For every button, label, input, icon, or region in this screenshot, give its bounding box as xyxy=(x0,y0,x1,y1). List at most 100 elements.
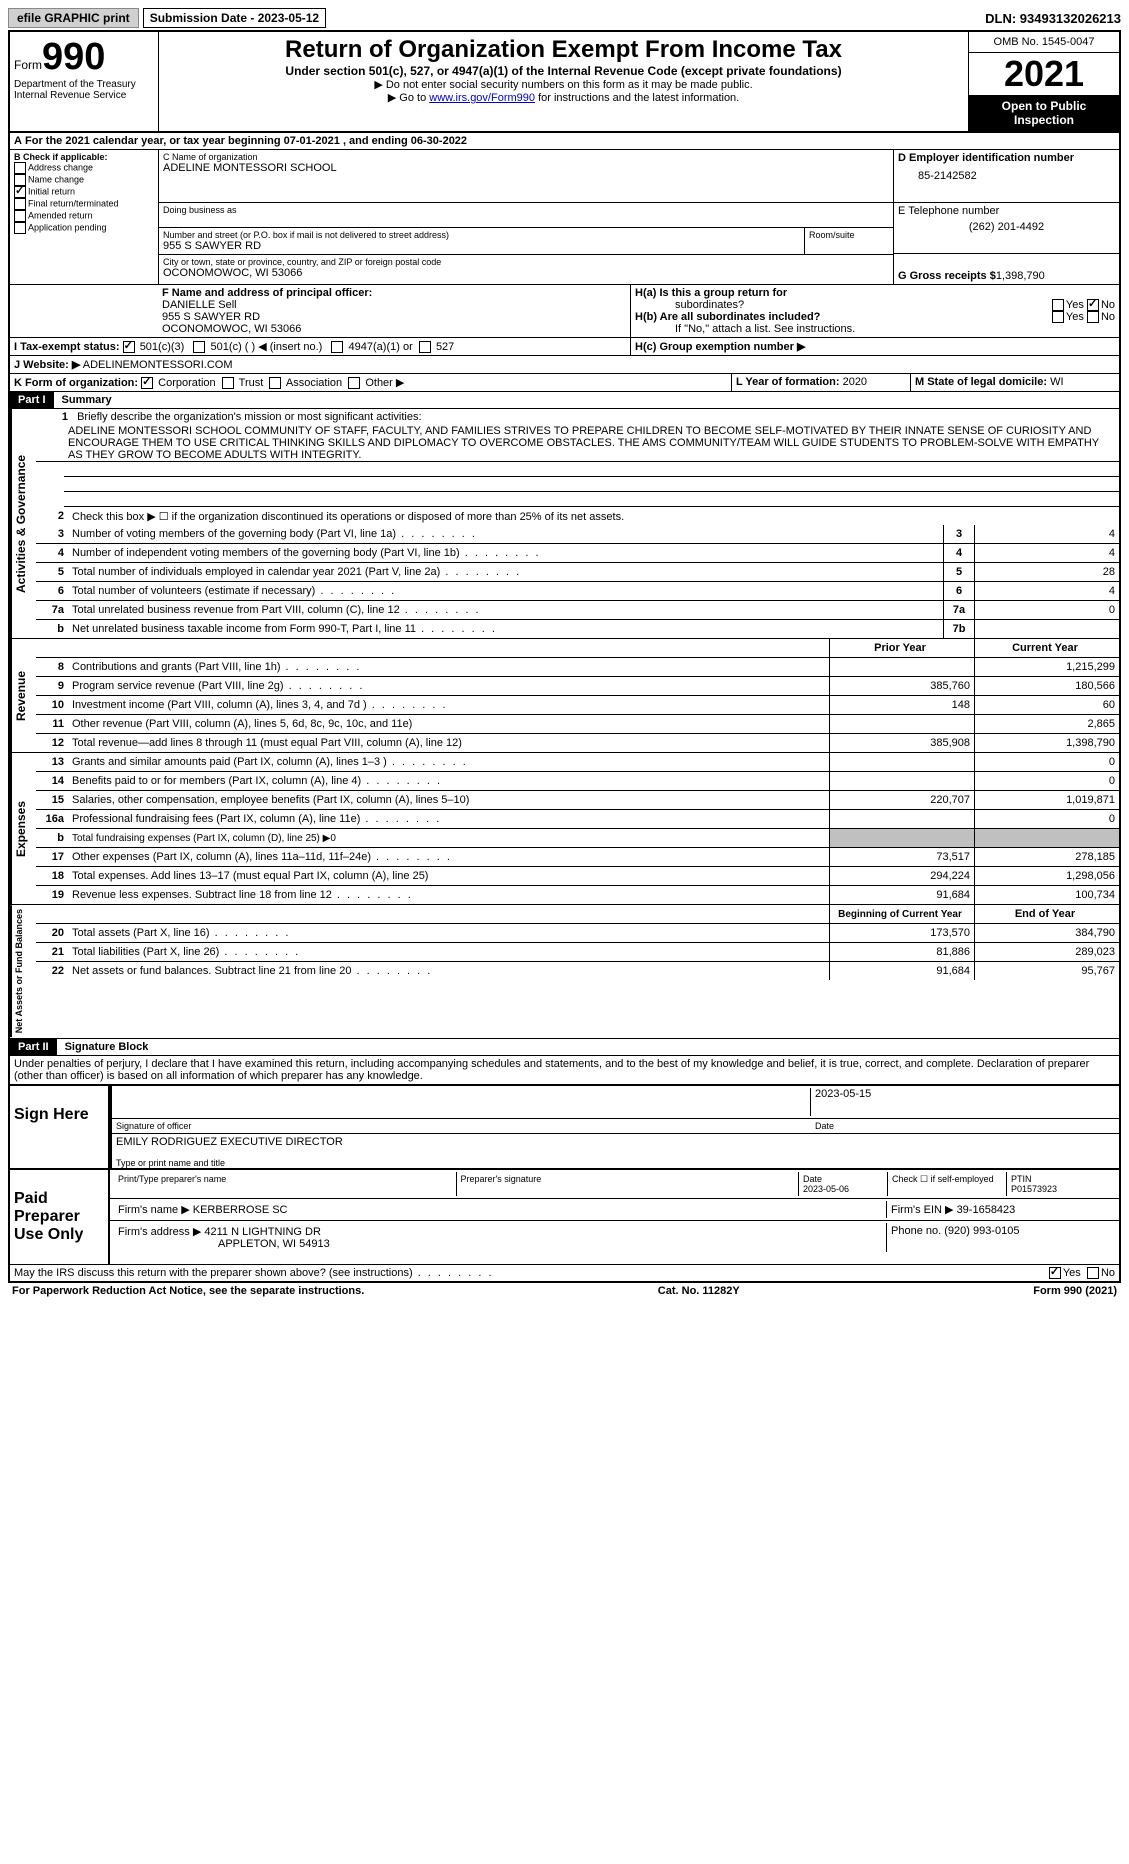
prep-phone: (920) 993-0105 xyxy=(944,1225,1019,1237)
i-527[interactable] xyxy=(419,341,431,353)
sig-officer-label: Signature of officer xyxy=(116,1121,815,1131)
date-label: Date xyxy=(815,1121,1115,1131)
line6: Total number of volunteers (estimate if … xyxy=(70,583,943,599)
vlabel-expenses: Expenses xyxy=(10,753,36,904)
irs-label: Internal Revenue Service xyxy=(14,90,154,101)
section-i-j-hc: I Tax-exempt status: 501(c)(3) 501(c) ( … xyxy=(10,338,1119,356)
submission-date: Submission Date - 2023-05-12 xyxy=(143,8,326,28)
g-label: G Gross receipts $ xyxy=(898,270,996,282)
mission-text: ADELINE MONTESSORI SCHOOL COMMUNITY OF S… xyxy=(36,425,1119,462)
section-f-h: F Name and address of principal officer:… xyxy=(10,285,1119,338)
prior-year-head: Prior Year xyxy=(829,639,974,657)
ein: 85-2142582 xyxy=(898,164,1115,182)
irs-link[interactable]: www.irs.gov/Form990 xyxy=(429,92,535,104)
check-self: Check ☐ if self-employed xyxy=(888,1172,1007,1196)
sign-here-block: Sign Here 2023-05-15 Signature of office… xyxy=(10,1085,1119,1169)
paid-preparer-block: Paid Preparer Use Only Print/Type prepar… xyxy=(10,1169,1119,1265)
ha-yes[interactable] xyxy=(1052,299,1064,311)
top-bar: efile GRAPHIC print Submission Date - 20… xyxy=(8,8,1121,28)
check-addr[interactable] xyxy=(14,162,26,174)
vlabel-revenue: Revenue xyxy=(10,639,36,752)
val6: 4 xyxy=(974,582,1119,600)
ptin: P01573923 xyxy=(1011,1184,1057,1194)
tax-year: 2021 xyxy=(969,53,1119,95)
open-public-badge: Open to Public Inspection xyxy=(969,95,1119,131)
k-other[interactable] xyxy=(348,377,360,389)
k-corp[interactable] xyxy=(141,377,153,389)
dln: DLN: 93493132026213 xyxy=(985,11,1121,26)
line5: Total number of individuals employed in … xyxy=(70,564,943,580)
l-label: L Year of formation: xyxy=(736,376,840,388)
firm-name-label: Firm's name ▶ xyxy=(118,1204,190,1216)
discuss-yes[interactable] xyxy=(1049,1267,1061,1279)
line21: Total liabilities (Part X, line 26) xyxy=(70,944,829,960)
room-label: Room/suite xyxy=(809,230,889,240)
cat-no: Cat. No. 11282Y xyxy=(658,1285,740,1297)
check-final[interactable] xyxy=(14,198,26,210)
ha-sub: subordinates? xyxy=(635,299,1052,311)
line9: Program service revenue (Part VIII, line… xyxy=(70,678,829,694)
d-label: D Employer identification number xyxy=(898,152,1115,164)
firm-addr-label: Firm's address ▶ xyxy=(118,1226,201,1238)
line2: Check this box ▶ ☐ if the organization d… xyxy=(70,508,1119,525)
section-b-through-g: B Check if applicable: Address change Na… xyxy=(10,150,1119,285)
k-trust[interactable] xyxy=(222,377,234,389)
hb-label: H(b) Are all subordinates included? xyxy=(635,311,820,323)
sig-date: 2023-05-15 xyxy=(810,1088,1115,1116)
line7a: Total unrelated business revenue from Pa… xyxy=(70,602,943,618)
part2-label: Part II xyxy=(10,1039,57,1055)
line11: Other revenue (Part VIII, column (A), li… xyxy=(70,716,829,732)
dept-treasury: Department of the Treasury xyxy=(14,79,154,90)
i-501c3[interactable] xyxy=(123,341,135,353)
omb-number: OMB No. 1545-0047 xyxy=(969,32,1119,53)
form-footer: Form 990 (2021) xyxy=(1033,1285,1117,1297)
efile-print-button[interactable]: efile GRAPHIC print xyxy=(8,8,139,28)
line13: Grants and similar amounts paid (Part IX… xyxy=(70,754,829,770)
i-4947[interactable] xyxy=(331,341,343,353)
part1-label: Part I xyxy=(10,392,54,408)
paid-prep-label: Paid Preparer Use Only xyxy=(10,1170,108,1264)
hb-no[interactable] xyxy=(1087,311,1099,323)
line16a: Professional fundraising fees (Part IX, … xyxy=(70,811,829,827)
i-501c[interactable] xyxy=(193,341,205,353)
part2-title: Signature Block xyxy=(57,1041,149,1053)
e-label: E Telephone number xyxy=(898,205,1115,217)
line17: Other expenses (Part IX, column (A), lin… xyxy=(70,849,829,865)
street: 955 S SAWYER RD xyxy=(163,240,800,252)
org-name: ADELINE MONTESSORI SCHOOL xyxy=(163,162,889,174)
form-title: Return of Organization Exempt From Incom… xyxy=(163,36,964,64)
line4: Number of independent voting members of … xyxy=(70,545,943,561)
line20: Total assets (Part X, line 16) xyxy=(70,925,829,941)
firm-name: KERBERROSE SC xyxy=(193,1204,288,1216)
line1-label: Briefly describe the organization's miss… xyxy=(77,411,421,423)
city: OCONOMOWOC, WI 53066 xyxy=(163,267,889,279)
firm-addr1: 4211 N LIGHTNING DR xyxy=(204,1226,321,1238)
line19: Revenue less expenses. Subtract line 18 … xyxy=(70,887,829,903)
officer-street: 955 S SAWYER RD xyxy=(162,311,626,323)
state-domicile: WI xyxy=(1050,376,1063,388)
discuss-no[interactable] xyxy=(1087,1267,1099,1279)
gross-receipts: 1,398,790 xyxy=(996,270,1045,282)
form-number: Form990 xyxy=(14,36,154,79)
check-pending[interactable] xyxy=(14,222,26,234)
footer: For Paperwork Reduction Act Notice, see … xyxy=(8,1283,1121,1299)
f-label: F Name and address of principal officer: xyxy=(162,287,626,299)
k-assoc[interactable] xyxy=(269,377,281,389)
hb-yes[interactable] xyxy=(1052,311,1064,323)
website: ADELINEMONTESSORI.COM xyxy=(83,359,233,371)
val7b xyxy=(974,620,1119,638)
form-note-2: ▶ Go to www.irs.gov/Form990 for instruct… xyxy=(163,91,964,104)
street-label: Number and street (or P.O. box if mail i… xyxy=(163,230,800,240)
check-amended[interactable] xyxy=(14,210,26,222)
current-year-head: Current Year xyxy=(974,639,1119,657)
officer-city: OCONOMOWOC, WI 53066 xyxy=(162,323,626,335)
vlabel-netassets: Net Assets or Fund Balances xyxy=(10,905,36,1037)
firm-addr2: APPLETON, WI 54913 xyxy=(118,1238,330,1250)
line18: Total expenses. Add lines 13–17 (must eq… xyxy=(70,868,829,884)
check-initial[interactable] xyxy=(14,186,26,198)
form-header: Form990 Department of the Treasury Inter… xyxy=(10,32,1119,133)
ha-no[interactable] xyxy=(1087,299,1099,311)
begin-year-head: Beginning of Current Year xyxy=(829,905,974,923)
line8: Contributions and grants (Part VIII, lin… xyxy=(70,659,829,675)
line16b: Total fundraising expenses (Part IX, col… xyxy=(70,831,829,846)
